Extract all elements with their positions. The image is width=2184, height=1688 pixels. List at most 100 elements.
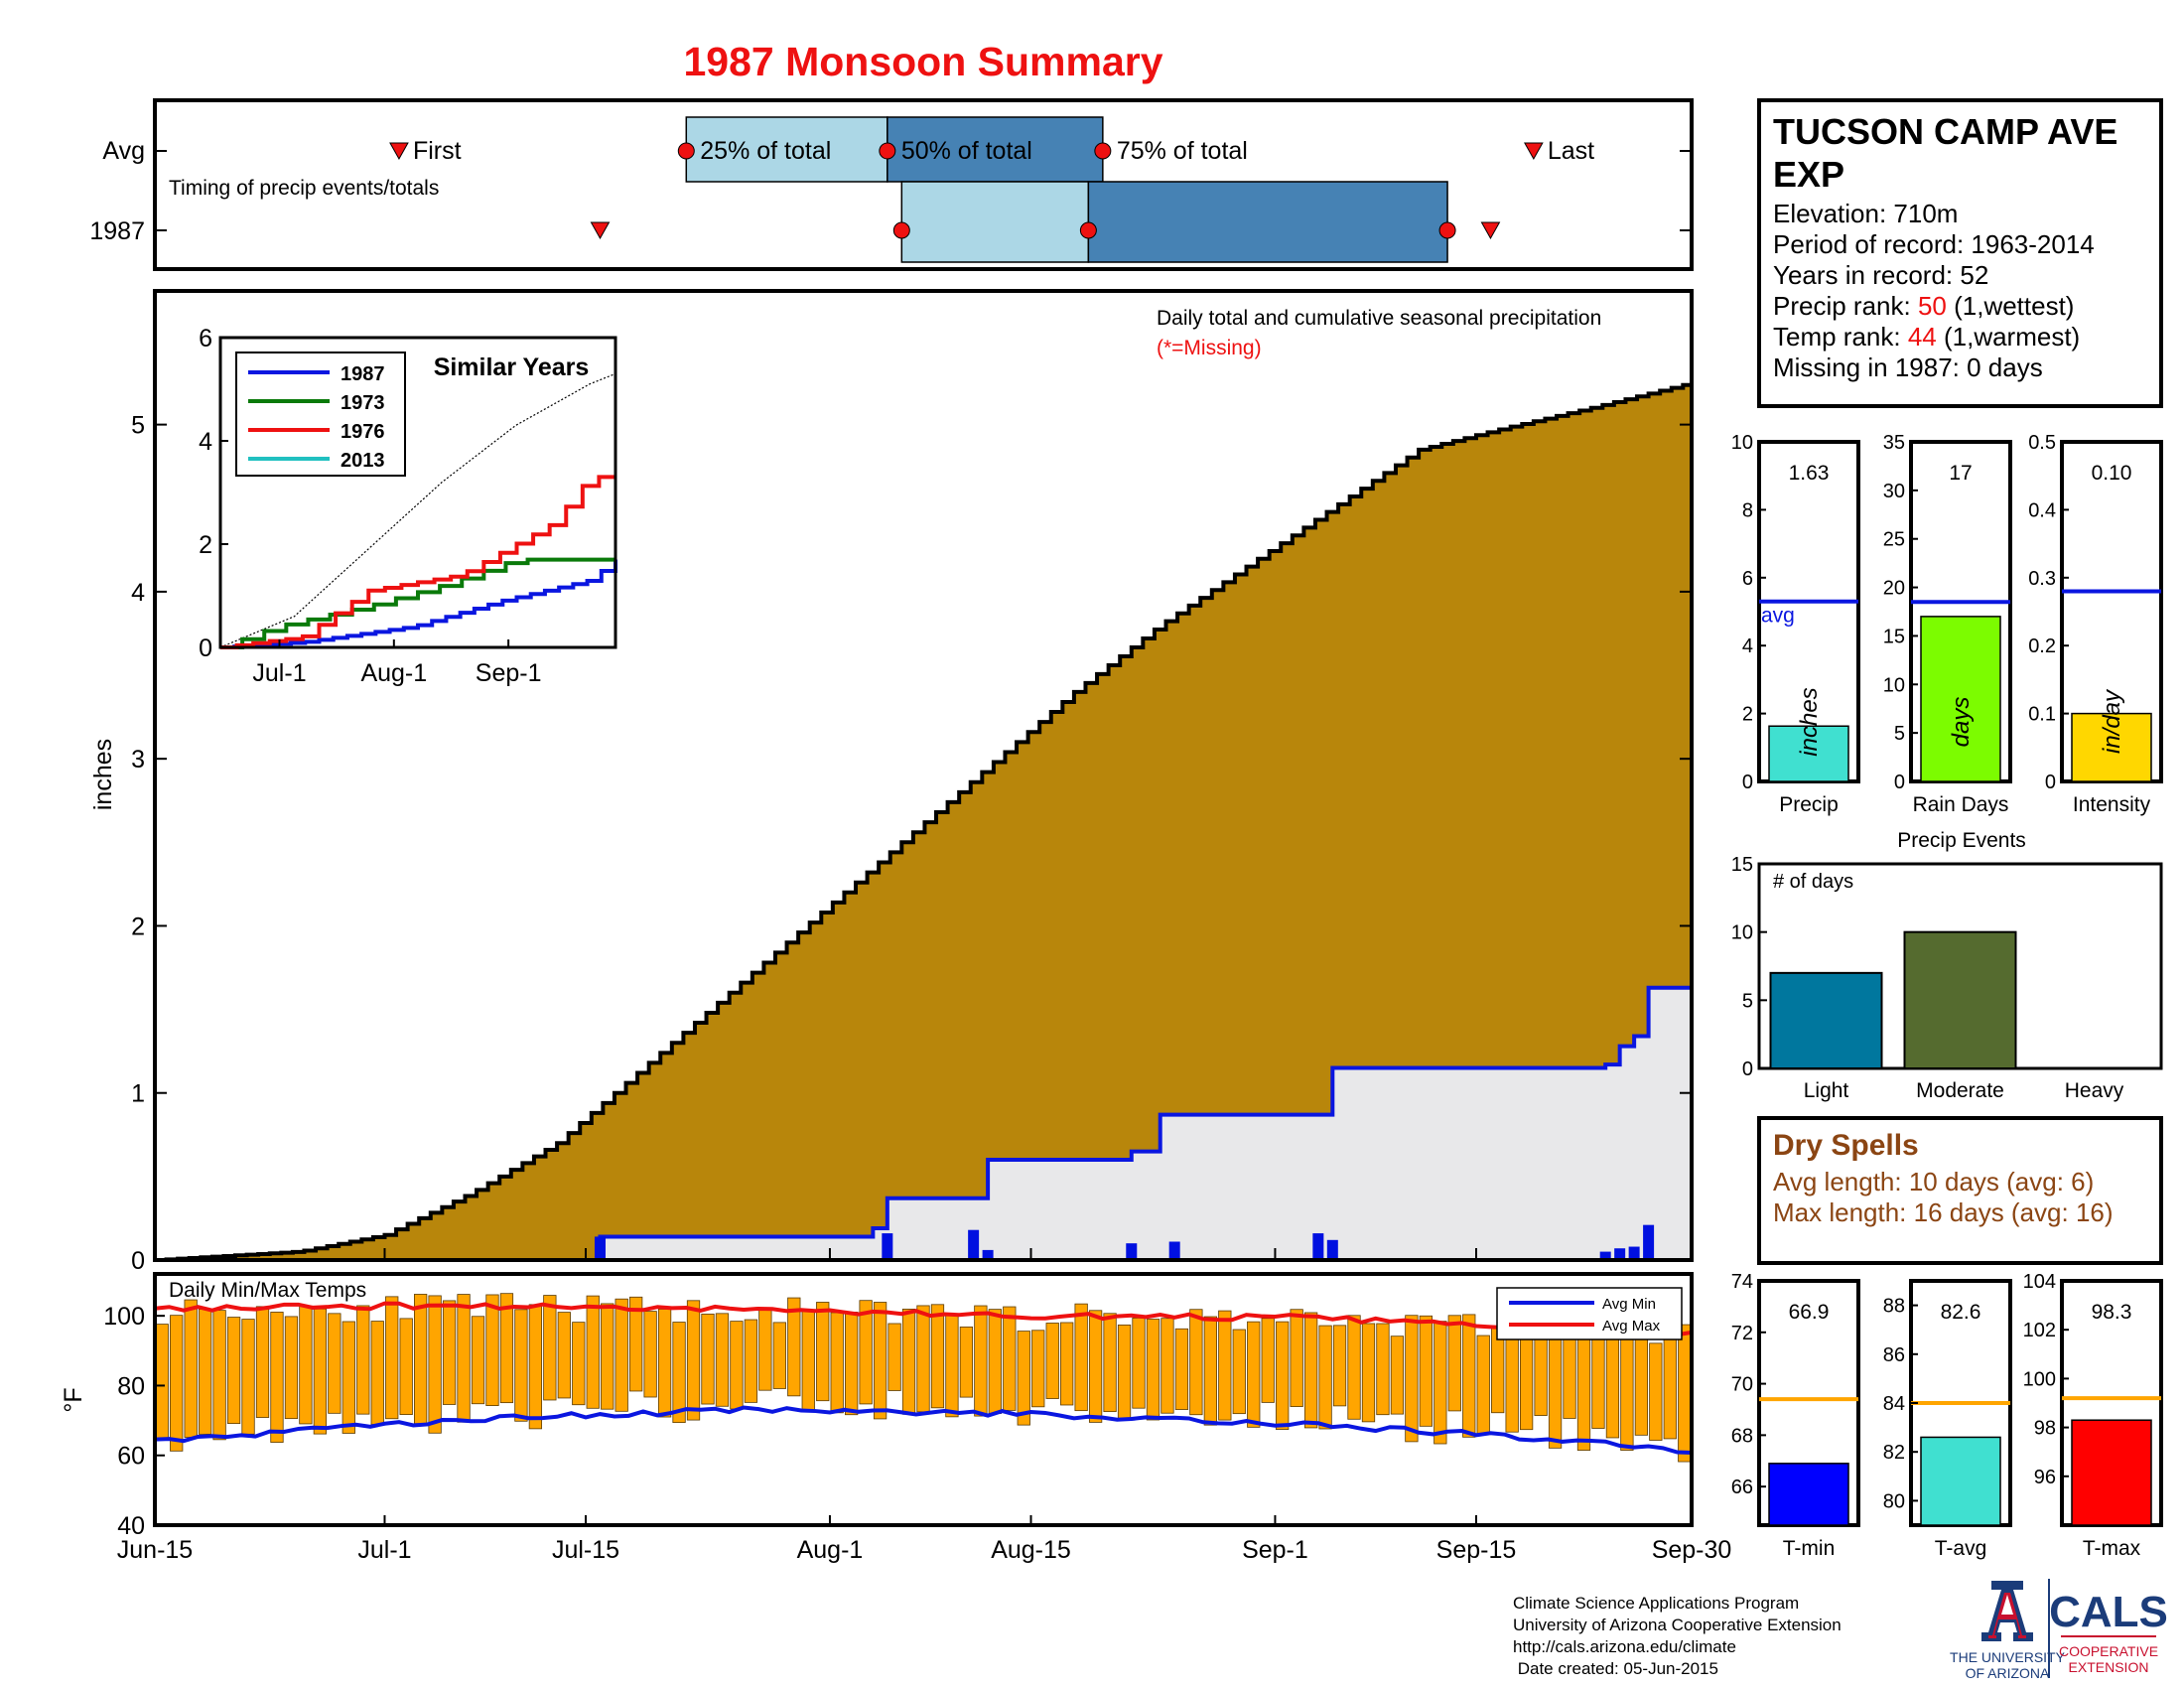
gauge-value-gauge-intensity: 0.10 [2092, 462, 2132, 485]
gauge-panels: 02468101.63Precipinchesavg05101520253035… [1731, 432, 2163, 1560]
inset-y-tick-label: 0 [199, 634, 212, 662]
gauge-y-tick-label: 0.3 [2028, 568, 2056, 590]
gauge-y-tick-label: 30 [1883, 481, 1905, 502]
inset-legend: 1987 1973 1976 2013 [235, 352, 406, 477]
daily-temp-bar [601, 1303, 614, 1410]
daily-temp-bar [887, 1323, 901, 1391]
cals-logo: CALS COOPERATIVE EXTENSION [2049, 1588, 2168, 1675]
daily-temp-bar [471, 1316, 485, 1405]
daily-temp-bar [901, 1308, 916, 1415]
daily-temp-bar [816, 1302, 830, 1402]
gauge-value-gauge-tmin: 66.9 [1789, 1301, 1830, 1324]
temp-frame [153, 1272, 1694, 1527]
gauge-y-tick-label: 68 [1731, 1425, 1753, 1447]
gauge-y-tick-label: 0.2 [2028, 635, 2056, 657]
daily-temp-bar [1576, 1321, 1591, 1451]
gauge-y-tick-label: 98 [2034, 1418, 2056, 1440]
station-name-line1: TUCSON CAMP AVE [1773, 111, 2117, 152]
daily-temp-bar [1519, 1336, 1534, 1431]
timing-last-label: Last [1548, 137, 1594, 165]
year-q25-q50-box [900, 181, 1090, 263]
gauge-y-tick-label: 80 [1883, 1490, 1905, 1512]
x-tick-label: Sep-1 [1242, 1536, 1308, 1564]
gauge-y-tick-label: 8 [1742, 499, 1753, 521]
precip-events-ylabel: # of days [1773, 871, 1853, 893]
temp-rank-prefix: Temp rank: [1773, 322, 1908, 352]
inset-average-line [219, 372, 616, 648]
daily-temp-bar [614, 1298, 628, 1412]
gauge-label-gauge-intensity: Intensity [2073, 793, 2151, 816]
daily-temp-bar [1146, 1319, 1160, 1421]
avg-q25-q50-box [685, 116, 888, 183]
daily-temp-bar [1203, 1316, 1217, 1426]
daily-temp-bar [1548, 1334, 1563, 1449]
daily-temp-bar [514, 1309, 528, 1422]
daily-temp-bar [945, 1315, 959, 1418]
daily-temp-bar [1620, 1336, 1634, 1451]
daily-temp-bar [787, 1297, 801, 1397]
station-missing: Missing in 1987: 0 days [1773, 352, 2043, 382]
gauge-y-tick-label: 5 [1894, 723, 1905, 745]
temp-y-tick-label: 60 [117, 1443, 145, 1471]
footer-line4: Date created: 05-Jun-2015 [1513, 1659, 1718, 1678]
avg-cumulative-area [155, 384, 1692, 1260]
precip-frame [153, 289, 1694, 1262]
daily-temp-bar [370, 1321, 384, 1426]
gauge-y-tick-label: 0.5 [2028, 432, 2056, 454]
daily-temp-bar [715, 1313, 730, 1407]
similar-years-inset: 0 2 4 6 Jul-1 Aug-1 Sep-1 Similar Years 1987 1… [199, 325, 617, 687]
gauge-unit-gauge-raindays: days [1948, 697, 1975, 748]
avg-quartile-dot [879, 142, 896, 160]
year-first-last-marker [1480, 221, 1501, 240]
precip-y-tick-label: 1 [131, 1080, 145, 1108]
dry-spells-title: Dry Spells [1773, 1129, 1919, 1162]
x-tick-label: Aug-15 [991, 1536, 1071, 1564]
daily-temp-bar [1045, 1323, 1059, 1399]
timing-q50-label: 50% of total [901, 137, 1032, 165]
daily-temp-bar [974, 1305, 988, 1417]
x-tick-label: Jun-15 [117, 1536, 193, 1564]
gauge-bar-gauge-tmin [1768, 1463, 1849, 1526]
daily-temp-bar [629, 1296, 643, 1392]
temp-panel: 40 60 80 100 Jun-15 Jul-1 Jul-15 Aug-1 Aug-15 Sep… [60, 1272, 1731, 1564]
daily-temp-bar [1390, 1336, 1405, 1415]
daily-temp-bar [1189, 1309, 1203, 1416]
timing-avg-label: Avg [102, 137, 145, 165]
gauge-bar-gauge-intensity [2071, 712, 2152, 782]
gauge-y-tick-label: 66 [1731, 1477, 1753, 1498]
page-title: 1987 Monsoon Summary [683, 39, 1162, 84]
avg-min-line [154, 1405, 1693, 1456]
daily-precip-bar [882, 1233, 893, 1260]
precip-rank-prefix: Precip rank: [1773, 291, 1918, 321]
footer: Climate Science Applications Program Uni… [1513, 1594, 1842, 1678]
gauge-bar-gauge-precip [1768, 725, 1849, 782]
daily-temp-bar [1261, 1318, 1275, 1403]
daily-temp-bar [1462, 1314, 1476, 1438]
gauge-value-gauge-tavg: 82.6 [1941, 1301, 1981, 1324]
daily-precip-bar [1643, 1224, 1655, 1260]
daily-temp-bar [199, 1309, 212, 1435]
daily-temp-bar [1361, 1323, 1376, 1423]
daily-temp-bar [155, 1324, 169, 1439]
x-tick-label: Aug-1 [797, 1536, 864, 1564]
year-q50-q75-box [1087, 181, 1448, 263]
gauge-y-tick-label: 96 [2034, 1467, 2056, 1488]
daily-temp-bar [1031, 1330, 1045, 1408]
gauge-y-tick-label: 84 [1883, 1393, 1905, 1415]
daily-temp-bar [499, 1293, 514, 1404]
daily-temp-bar [1074, 1303, 1088, 1412]
precip-plot: 0 1 2 3 4 5 [131, 382, 1693, 1275]
precip-events-y-tick-label: 0 [1742, 1058, 1753, 1080]
daily-temp-bar [1591, 1329, 1605, 1429]
gauge-y-tick-label: 6 [1742, 568, 1753, 590]
daily-temp-bar [328, 1313, 341, 1414]
daily-temp-bar [184, 1299, 198, 1438]
precip-events-bar-moderate [1903, 930, 2017, 1070]
cals-wordmark: CALS [2049, 1588, 2168, 1636]
inset-series-1976 [220, 475, 615, 649]
daily-temp-bar [457, 1294, 471, 1423]
daily-temp-bar [1476, 1335, 1490, 1435]
year-cumulative-area [155, 987, 1692, 1260]
daily-temp-bar [988, 1309, 1002, 1414]
daily-temp-bar [1232, 1329, 1246, 1415]
